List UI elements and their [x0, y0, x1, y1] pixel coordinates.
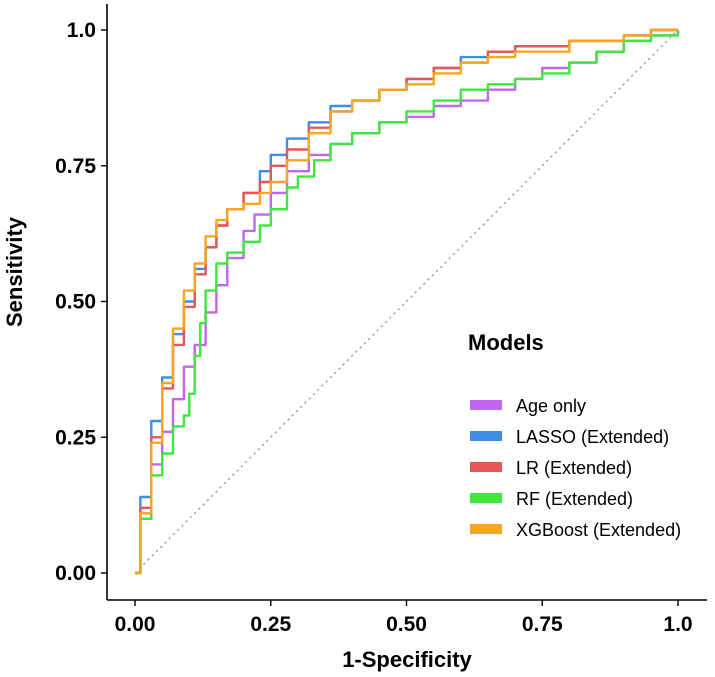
- x-tick-label: 0.25: [250, 613, 291, 636]
- legend-label-3: RF (Extended): [516, 489, 633, 509]
- series-line-4: [135, 28, 678, 575]
- legend: Models Age only LASSO (Extended) LR (Exten…: [468, 330, 681, 540]
- series-line-2: [135, 28, 678, 575]
- legend-swatch-0: [470, 400, 502, 410]
- x-tick-label: 0.75: [522, 613, 563, 636]
- y-tick-label: 1.0: [67, 19, 96, 42]
- plot-area: [134, 28, 680, 575]
- legend-swatch-2: [470, 462, 502, 472]
- series-line-3: [135, 30, 680, 575]
- legend-label-2: LR (Extended): [516, 458, 632, 478]
- legend-title: Models: [468, 330, 544, 355]
- x-axis-title: 1-Specificity: [342, 647, 472, 672]
- legend-swatch-1: [470, 431, 502, 441]
- reference-diagonal-line: [134, 29, 679, 574]
- x-tick-label: 0.00: [115, 613, 156, 636]
- legend-swatch-4: [470, 524, 502, 534]
- legend-items: Age only LASSO (Extended) LR (Extended) RF …: [470, 396, 681, 540]
- x-tick-label: 0.50: [386, 613, 427, 636]
- legend-label-4: XGBoost (Extended): [516, 520, 681, 540]
- legend-label-1: LASSO (Extended): [516, 427, 669, 447]
- y-tick-label: 0.25: [55, 426, 96, 449]
- legend-label-0: Age only: [516, 396, 586, 416]
- x-axis-ticks: 0.00 0.25 0.50 0.75 1.0: [115, 600, 693, 636]
- y-tick-label: 0.75: [55, 155, 96, 178]
- x-tick-label: 1.0: [663, 613, 692, 636]
- y-axis-title: Sensitivity: [2, 216, 27, 327]
- y-axis-ticks: 0.00 0.25 0.50 0.75 1.0: [55, 19, 107, 585]
- y-tick-label: 0.00: [55, 562, 96, 585]
- legend-swatch-3: [470, 493, 502, 503]
- y-tick-label: 0.50: [55, 291, 96, 314]
